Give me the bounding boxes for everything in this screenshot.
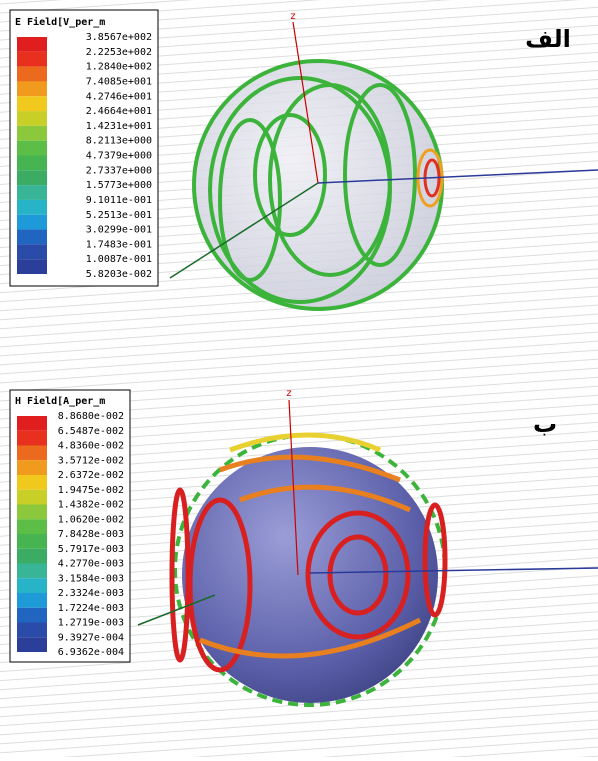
legend-swatch — [17, 185, 47, 200]
legend-swatch — [17, 505, 47, 520]
legend-label: 5.8203e-002 — [86, 269, 152, 280]
legend-label: 4.2746e+001 — [86, 91, 152, 102]
legend-swatch — [17, 37, 47, 52]
legend-label: 7.8428e-003 — [58, 529, 124, 540]
legend-swatch — [17, 67, 47, 82]
legend-label: 2.3324e-003 — [58, 588, 124, 599]
legend-label: 1.2719e-003 — [58, 618, 124, 629]
legend-swatch — [17, 259, 47, 274]
legend-swatch — [17, 126, 47, 141]
legend-label: 1.5773e+000 — [86, 180, 152, 191]
legend-label: 2.4664e+001 — [86, 106, 152, 117]
legend-label: 2.6372e-002 — [58, 470, 124, 481]
legend-label: 3.0299e-001 — [86, 225, 152, 236]
legend-label: 1.7483e-001 — [86, 239, 152, 250]
legend-label: 2.2253e+002 — [86, 47, 152, 58]
legend-swatch — [17, 230, 47, 245]
legend-label: 3.8567e+002 — [86, 32, 152, 43]
legend-label: 1.0087e-001 — [86, 254, 152, 265]
panel-label: ب — [533, 410, 557, 438]
legend-label: 9.3927e-004 — [58, 632, 124, 643]
legend-label: 6.9362e-004 — [58, 647, 124, 658]
legend-label: 1.4382e-002 — [58, 500, 124, 511]
legend-label: 7.4085e+001 — [86, 76, 152, 87]
legend-swatch — [17, 446, 47, 461]
legend-swatch — [17, 623, 47, 638]
legend-title: H Field[A_per_m — [15, 395, 105, 407]
legend-swatch — [17, 215, 47, 230]
legend-label: 1.2840e+002 — [86, 62, 152, 73]
legend-swatch — [17, 431, 47, 446]
legend-swatch — [17, 490, 47, 505]
legend-swatch — [17, 564, 47, 579]
legend-swatch — [17, 244, 47, 259]
legend-swatch — [17, 170, 47, 185]
legend-label: 9.1011e-001 — [86, 195, 152, 206]
legend-swatch — [17, 549, 47, 564]
legend-swatch — [17, 141, 47, 156]
legend-swatch — [17, 416, 47, 431]
axis-label: z — [286, 388, 291, 399]
legend-label: 4.8360e-002 — [58, 441, 124, 452]
legend-swatch — [17, 200, 47, 215]
legend-swatch — [17, 96, 47, 111]
legend-swatch — [17, 637, 47, 652]
legend-swatch — [17, 578, 47, 593]
panel-label: الف — [525, 25, 571, 53]
legend-label: 4.2770e-003 — [58, 559, 124, 570]
legend-swatch — [17, 460, 47, 475]
legend-swatch — [17, 81, 47, 96]
legend-label: 6.5487e-002 — [58, 426, 124, 437]
legend-swatch — [17, 519, 47, 534]
axis-label: z — [290, 11, 295, 22]
legend-swatch — [17, 534, 47, 549]
legend-label: 4.7379e+000 — [86, 151, 152, 162]
legend-label: 2.7337e+000 — [86, 165, 152, 176]
figure: E Field[V_per_m 3.8567e+002 2.2253e+002 1.2… — [0, 0, 598, 757]
legend-label: 8.2113e+000 — [86, 136, 152, 147]
legend-swatch — [17, 156, 47, 171]
legend-title: E Field[V_per_m — [15, 16, 105, 28]
legend-label: 3.1584e-003 — [58, 573, 124, 584]
legend-label: 5.7917e-003 — [58, 544, 124, 555]
legend-label: 1.7224e-003 — [58, 603, 124, 614]
legend-swatch — [17, 52, 47, 67]
legend-label: 3.5712e-002 — [58, 455, 124, 466]
legend-swatch — [17, 608, 47, 623]
legend-label: 5.2513e-001 — [86, 210, 152, 221]
legend-swatch — [17, 593, 47, 608]
legend-label: 8.8680e-002 — [58, 411, 124, 422]
legend-label: 1.4231e+001 — [86, 121, 152, 132]
legend-swatch — [17, 111, 47, 126]
legend-label: 1.0620e-002 — [58, 514, 124, 525]
legend-swatch — [17, 475, 47, 490]
legend-label: 1.9475e-002 — [58, 485, 124, 496]
